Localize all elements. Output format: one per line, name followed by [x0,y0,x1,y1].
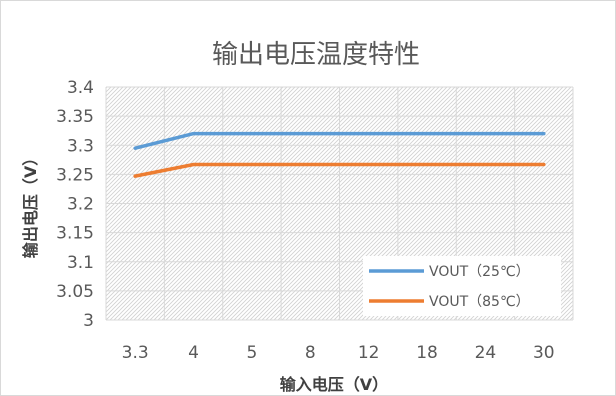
x-tick-label: 18 [416,343,438,363]
legend-background [363,256,561,316]
y-tick-label: 3.1 [67,253,94,273]
x-axis-tick-labels: 3.3 4 5 8 12 18 24 30 [122,343,555,363]
y-tick-label: 3.15 [56,224,94,244]
legend: VOUT（25℃） VOUT（85℃） [363,256,561,316]
x-axis-label: 输入电压（V） [280,375,388,394]
x-tick-label: 12 [358,343,380,363]
plot-area [105,86,574,321]
y-axis-label: 输出电压（V） [21,150,40,258]
series-line-1 [133,162,546,178]
x-tick-label: 4 [188,343,199,363]
x-tick-label: 24 [475,343,497,363]
series-lines [133,131,546,178]
x-tick-label: 3.3 [122,343,149,363]
y-tick-label: 3.2 [67,195,94,215]
x-tick-label: 30 [533,343,555,363]
x-tick-label: 8 [305,343,316,363]
x-tick-label: 5 [247,343,258,363]
y-tick-label: 3 [83,311,94,331]
legend-label: VOUT（85℃） [429,294,530,310]
y-tick-label: 3.35 [56,107,94,127]
chart-title: 输出电压温度特性 [212,40,420,70]
y-axis-tick-labels: 3 3.05 3.1 3.15 3.2 3.25 3.3 3.35 3.4 [56,78,94,331]
y-tick-label: 3.4 [67,78,94,98]
y-tick-label: 3.05 [56,282,94,302]
series-line-0 [133,131,546,150]
legend-label: VOUT（25℃） [429,264,530,280]
y-tick-label: 3.3 [67,136,94,156]
y-tick-label: 3.25 [56,165,94,185]
